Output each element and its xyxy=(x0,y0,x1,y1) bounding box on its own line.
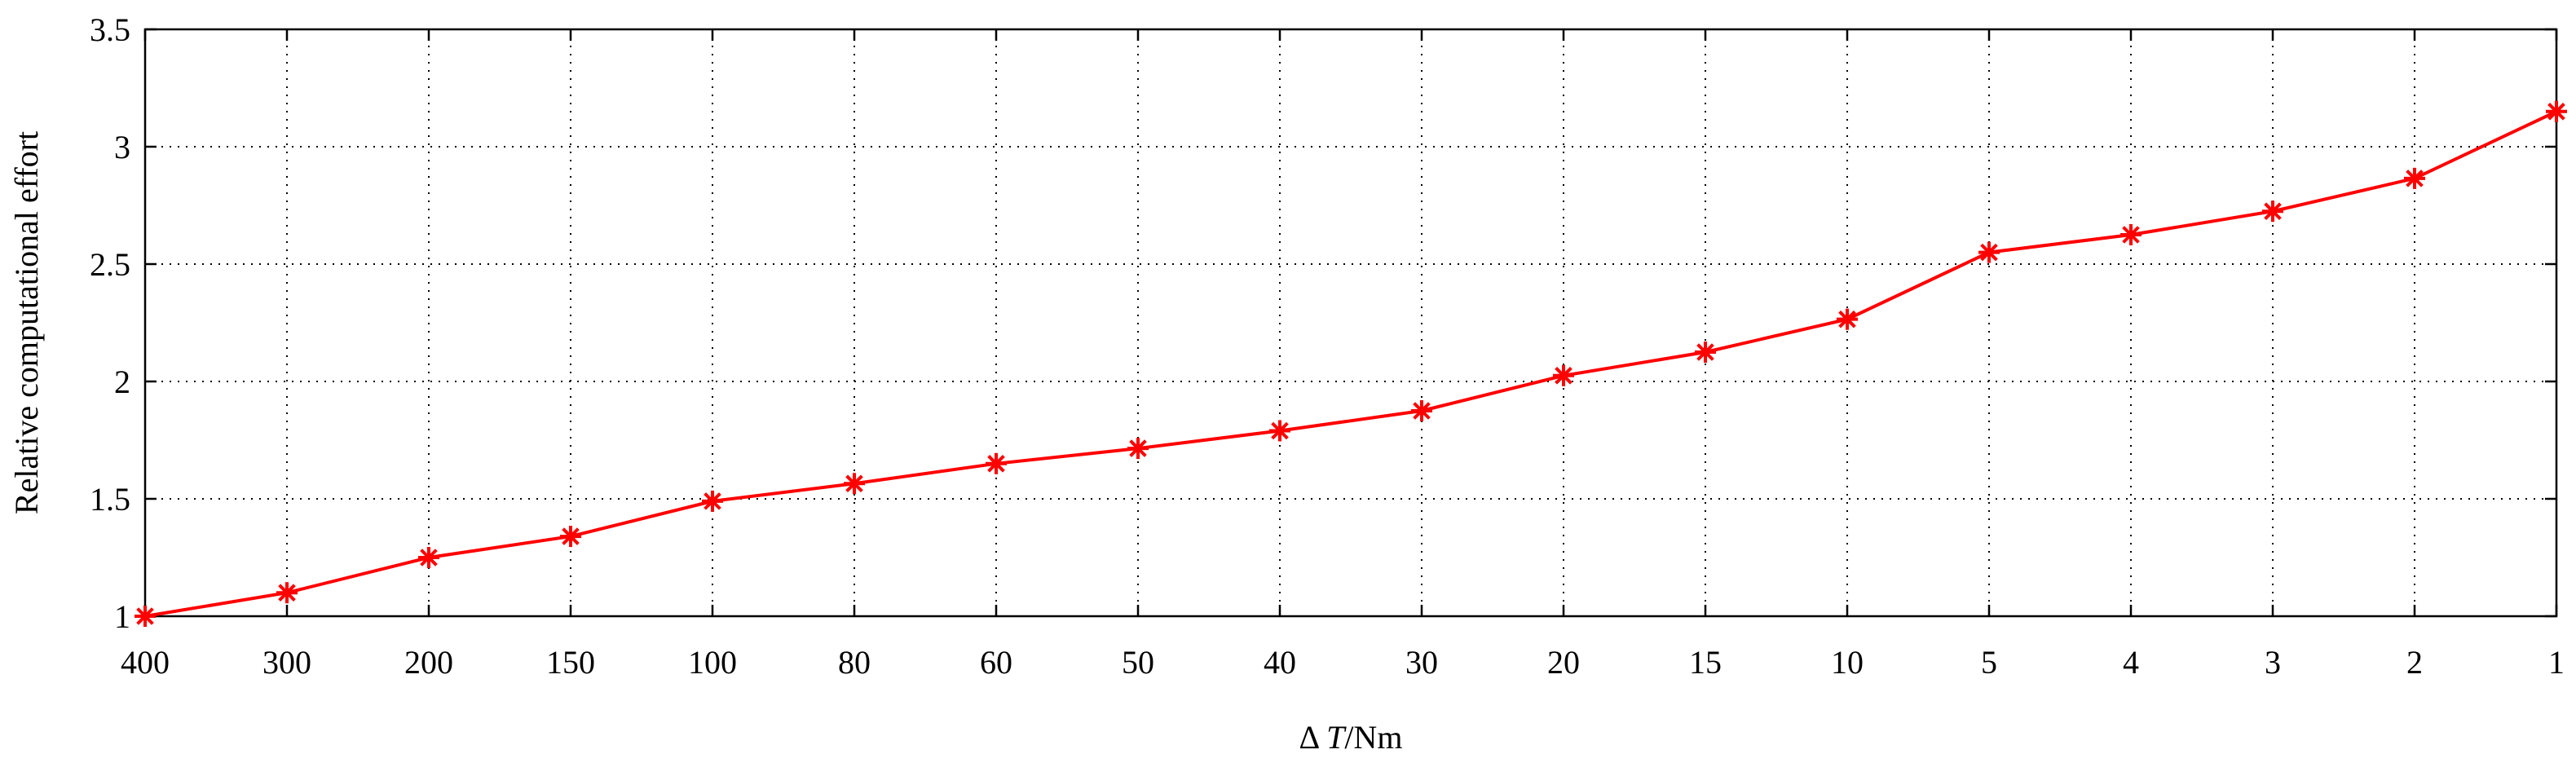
y-tick-label: 3.5 xyxy=(90,11,130,48)
data-point-marker xyxy=(135,606,156,627)
marker-stroke xyxy=(420,549,438,566)
data-point-marker xyxy=(1411,400,1432,421)
marker-stroke xyxy=(2122,226,2140,244)
plot-frame xyxy=(143,28,2558,618)
x-tick-label: 10 xyxy=(1831,644,1864,681)
marker-stroke xyxy=(704,492,721,510)
x-tick-label: 60 xyxy=(980,644,1012,681)
marker-stroke xyxy=(2547,103,2565,121)
y-tick-label: 3 xyxy=(114,129,130,165)
x-tick-label: 5 xyxy=(1981,644,1997,681)
x-tick-label: 1 xyxy=(2548,644,2565,681)
x-tick-label: 30 xyxy=(1405,644,1438,681)
grid-lines xyxy=(145,29,2556,616)
marker-stroke xyxy=(987,455,1005,473)
x-tick-labels: 400 300 200 150 100 80 60 50 40 30 20 15 10 5 4 3 2 1 xyxy=(121,644,2565,681)
x-tick-label: 400 xyxy=(121,644,170,681)
x-tick-label: 80 xyxy=(838,644,871,681)
x-tick-label: 300 xyxy=(262,644,311,681)
y-axis-title: Relative computational effort xyxy=(8,131,45,514)
marker-stroke xyxy=(1555,367,1573,385)
data-point-marker xyxy=(1269,420,1290,442)
data-point-marker xyxy=(1837,308,1858,330)
x-tick-label: 200 xyxy=(404,644,453,681)
x-tick-label: 3 xyxy=(2265,644,2281,681)
axis-ticks xyxy=(143,28,2558,618)
data-point-marker xyxy=(1978,241,2000,263)
marker-stroke xyxy=(1980,243,1998,262)
marker-stroke xyxy=(1271,421,1289,440)
marker-stroke xyxy=(562,527,580,545)
data-point-marker xyxy=(2262,201,2283,223)
y-tick-label: 1.5 xyxy=(90,481,130,518)
x-axis-title-variable: T xyxy=(1326,719,1347,756)
x-tick-label: 4 xyxy=(2123,644,2139,681)
marker-stroke xyxy=(136,607,154,625)
series-layer xyxy=(135,100,2567,627)
marker-stroke xyxy=(1413,402,1431,420)
data-point-marker xyxy=(560,526,581,548)
series-line xyxy=(144,109,2557,618)
x-tick-label: 40 xyxy=(1264,644,1296,681)
data-point-marker xyxy=(986,452,1007,474)
marker-stroke xyxy=(845,474,863,493)
x-tick-label: 20 xyxy=(1547,644,1580,681)
data-point-marker xyxy=(1553,364,1574,386)
data-point-marker xyxy=(1695,342,1716,363)
data-point-marker xyxy=(2120,224,2142,245)
marker-stroke xyxy=(1129,439,1147,457)
marker-stroke xyxy=(278,584,296,602)
data-point-marker xyxy=(702,490,723,512)
x-tick-label: 150 xyxy=(546,644,595,681)
y-tick-label: 1 xyxy=(114,598,130,635)
y-tick-label: 2.5 xyxy=(90,246,130,283)
y-tick-labels: 1 1.5 2 2.5 3 3.5 xyxy=(90,11,130,635)
x-tick-label: 2 xyxy=(2406,644,2423,681)
x-tick-label: 50 xyxy=(1122,644,1154,681)
marker-stroke xyxy=(1838,310,1856,328)
marker-stroke xyxy=(2406,170,2424,187)
data-point-marker xyxy=(2546,100,2567,122)
data-point-marker xyxy=(2404,167,2425,189)
data-point-marker xyxy=(276,582,298,604)
y-tick-label: 2 xyxy=(114,364,130,400)
x-axis-title-prefix: Δ xyxy=(1299,719,1327,756)
marker-stroke xyxy=(2264,202,2282,220)
data-point-marker xyxy=(1127,438,1149,460)
marker-stroke xyxy=(1696,343,1714,361)
x-axis-title: Δ T/Nm xyxy=(1299,719,1403,756)
x-tick-label: 100 xyxy=(688,644,737,681)
x-tick-label: 15 xyxy=(1689,644,1722,681)
x-axis-title-unit: /Nm xyxy=(1344,719,1402,756)
data-point-marker xyxy=(844,473,865,495)
series-markers xyxy=(135,100,2567,627)
data-point-marker xyxy=(418,547,439,568)
